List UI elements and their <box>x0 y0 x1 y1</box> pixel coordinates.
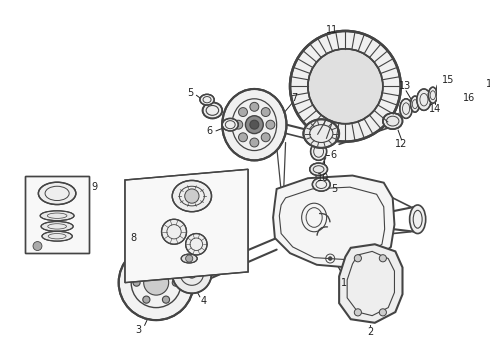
Ellipse shape <box>447 79 456 95</box>
Ellipse shape <box>400 99 412 118</box>
Text: 13: 13 <box>399 81 411 91</box>
Polygon shape <box>125 169 248 283</box>
Ellipse shape <box>410 205 426 234</box>
Text: 12: 12 <box>395 139 408 149</box>
Text: 8: 8 <box>131 233 137 243</box>
Circle shape <box>119 245 194 320</box>
Ellipse shape <box>41 221 73 231</box>
Circle shape <box>379 309 387 316</box>
Circle shape <box>187 269 196 278</box>
Circle shape <box>250 102 259 111</box>
Ellipse shape <box>222 89 287 160</box>
Circle shape <box>162 296 170 303</box>
Circle shape <box>250 120 259 129</box>
Circle shape <box>308 49 383 124</box>
Ellipse shape <box>437 81 449 100</box>
Text: 7: 7 <box>292 93 297 103</box>
Text: 1: 1 <box>341 278 346 288</box>
Text: 5: 5 <box>187 87 193 98</box>
Ellipse shape <box>202 102 222 118</box>
Text: 9: 9 <box>92 182 98 192</box>
Circle shape <box>261 133 270 142</box>
Circle shape <box>354 255 362 262</box>
Text: 3: 3 <box>135 325 142 335</box>
Polygon shape <box>25 176 89 253</box>
Text: 15: 15 <box>442 75 454 85</box>
Ellipse shape <box>181 254 197 263</box>
Circle shape <box>172 254 212 293</box>
Ellipse shape <box>428 87 437 103</box>
Circle shape <box>33 242 42 251</box>
Text: 16: 16 <box>464 93 476 103</box>
Ellipse shape <box>40 211 74 221</box>
Polygon shape <box>273 176 394 267</box>
Text: 14: 14 <box>428 104 441 114</box>
Circle shape <box>186 234 207 255</box>
Ellipse shape <box>465 72 474 88</box>
Ellipse shape <box>303 119 339 148</box>
Ellipse shape <box>42 231 73 241</box>
Ellipse shape <box>417 89 431 111</box>
Circle shape <box>290 31 401 141</box>
Text: 5: 5 <box>332 184 338 194</box>
Ellipse shape <box>311 143 327 160</box>
Circle shape <box>245 116 263 134</box>
Polygon shape <box>339 244 402 323</box>
Circle shape <box>261 108 270 117</box>
Circle shape <box>354 309 362 316</box>
Ellipse shape <box>172 180 212 212</box>
Ellipse shape <box>222 118 238 131</box>
Circle shape <box>328 257 332 260</box>
Circle shape <box>239 108 247 117</box>
Circle shape <box>143 296 150 303</box>
Ellipse shape <box>488 56 490 90</box>
Text: 17: 17 <box>487 78 490 89</box>
Circle shape <box>144 270 169 295</box>
Circle shape <box>162 262 170 269</box>
Ellipse shape <box>453 73 467 94</box>
Text: 11: 11 <box>326 25 338 35</box>
Circle shape <box>266 120 275 129</box>
Ellipse shape <box>38 182 76 204</box>
Circle shape <box>162 219 187 244</box>
Text: 4: 4 <box>200 296 207 306</box>
Circle shape <box>186 255 193 262</box>
Ellipse shape <box>310 163 327 176</box>
Text: 2: 2 <box>367 327 373 337</box>
Ellipse shape <box>411 96 419 112</box>
Ellipse shape <box>312 178 330 191</box>
Circle shape <box>172 279 179 286</box>
Circle shape <box>250 138 259 147</box>
Text: 6: 6 <box>331 150 337 160</box>
Circle shape <box>133 279 140 286</box>
Ellipse shape <box>383 113 402 129</box>
Circle shape <box>239 133 247 142</box>
Circle shape <box>185 189 199 203</box>
Ellipse shape <box>200 94 214 105</box>
Ellipse shape <box>473 68 484 85</box>
Circle shape <box>234 120 243 129</box>
Text: 10: 10 <box>317 173 329 183</box>
Text: 6: 6 <box>207 126 213 136</box>
Circle shape <box>379 255 387 262</box>
Circle shape <box>143 262 150 269</box>
